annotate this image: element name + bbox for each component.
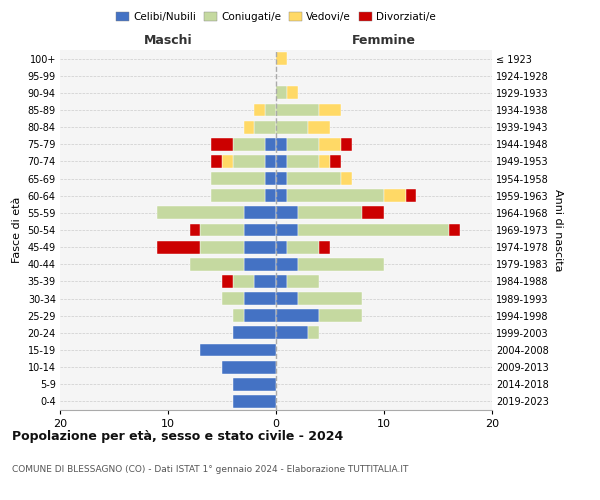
Bar (244, 120, 254, 134)
Bar (287, 155, 319, 168)
Bar (276, 120, 308, 134)
Y-axis label: Fasce di età: Fasce di età (12, 197, 22, 263)
Bar (265, 172, 276, 185)
Bar (211, 155, 222, 168)
Bar (276, 206, 298, 220)
Bar (265, 104, 276, 117)
Bar (276, 155, 287, 168)
Bar (341, 138, 352, 150)
Bar (406, 190, 416, 202)
Bar (287, 172, 341, 185)
Bar (341, 172, 352, 185)
Bar (190, 258, 244, 270)
Bar (276, 292, 298, 305)
Bar (222, 292, 244, 305)
Text: Popolazione per età, sesso e stato civile - 2024: Popolazione per età, sesso e stato civil… (12, 430, 343, 443)
Y-axis label: Anni di nascita: Anni di nascita (553, 188, 563, 271)
Bar (157, 240, 200, 254)
Bar (233, 155, 265, 168)
Bar (287, 138, 319, 150)
Bar (308, 120, 330, 134)
Bar (254, 275, 276, 288)
Bar (222, 360, 276, 374)
Bar (200, 240, 244, 254)
Bar (319, 138, 341, 150)
Legend: Celibi/Nubili, Coniugati/e, Vedovi/e, Divorziati/e: Celibi/Nubili, Coniugati/e, Vedovi/e, Di… (112, 8, 440, 26)
Bar (244, 240, 276, 254)
Bar (362, 206, 384, 220)
Bar (298, 206, 362, 220)
Bar (287, 240, 319, 254)
Bar (384, 190, 406, 202)
Bar (254, 104, 265, 117)
Bar (276, 240, 287, 254)
Bar (276, 138, 287, 150)
Bar (319, 240, 330, 254)
Bar (276, 104, 319, 117)
Bar (298, 258, 384, 270)
Bar (254, 120, 276, 134)
Bar (298, 224, 449, 236)
Bar (287, 86, 298, 100)
Bar (244, 224, 276, 236)
Bar (276, 190, 287, 202)
Bar (287, 190, 384, 202)
Bar (233, 310, 244, 322)
Bar (244, 310, 276, 322)
Bar (211, 190, 265, 202)
Bar (233, 326, 276, 340)
Bar (244, 258, 276, 270)
Bar (319, 155, 330, 168)
Bar (449, 224, 460, 236)
Bar (308, 326, 319, 340)
Bar (233, 395, 276, 408)
Bar (244, 206, 276, 220)
Bar (276, 258, 298, 270)
Bar (319, 310, 362, 322)
Bar (211, 138, 233, 150)
Text: Femmine: Femmine (352, 34, 416, 46)
Bar (298, 292, 362, 305)
Text: Maschi: Maschi (143, 34, 193, 46)
Bar (265, 190, 276, 202)
Bar (276, 326, 308, 340)
Bar (222, 275, 233, 288)
Bar (319, 104, 341, 117)
Bar (276, 310, 319, 322)
Bar (233, 275, 254, 288)
Bar (265, 155, 276, 168)
Bar (233, 138, 265, 150)
Bar (244, 292, 276, 305)
Bar (222, 155, 233, 168)
Bar (265, 138, 276, 150)
Bar (200, 344, 276, 356)
Bar (276, 224, 298, 236)
Bar (211, 172, 265, 185)
Bar (276, 172, 287, 185)
Bar (190, 224, 200, 236)
Bar (276, 275, 287, 288)
Bar (157, 206, 244, 220)
Bar (287, 275, 319, 288)
Bar (276, 86, 287, 100)
Bar (233, 378, 276, 390)
Bar (330, 155, 341, 168)
Bar (200, 224, 244, 236)
Bar (276, 52, 287, 65)
Text: COMUNE DI BLESSAGNO (CO) - Dati ISTAT 1° gennaio 2024 - Elaborazione TUTTITALIA.: COMUNE DI BLESSAGNO (CO) - Dati ISTAT 1°… (12, 465, 409, 474)
